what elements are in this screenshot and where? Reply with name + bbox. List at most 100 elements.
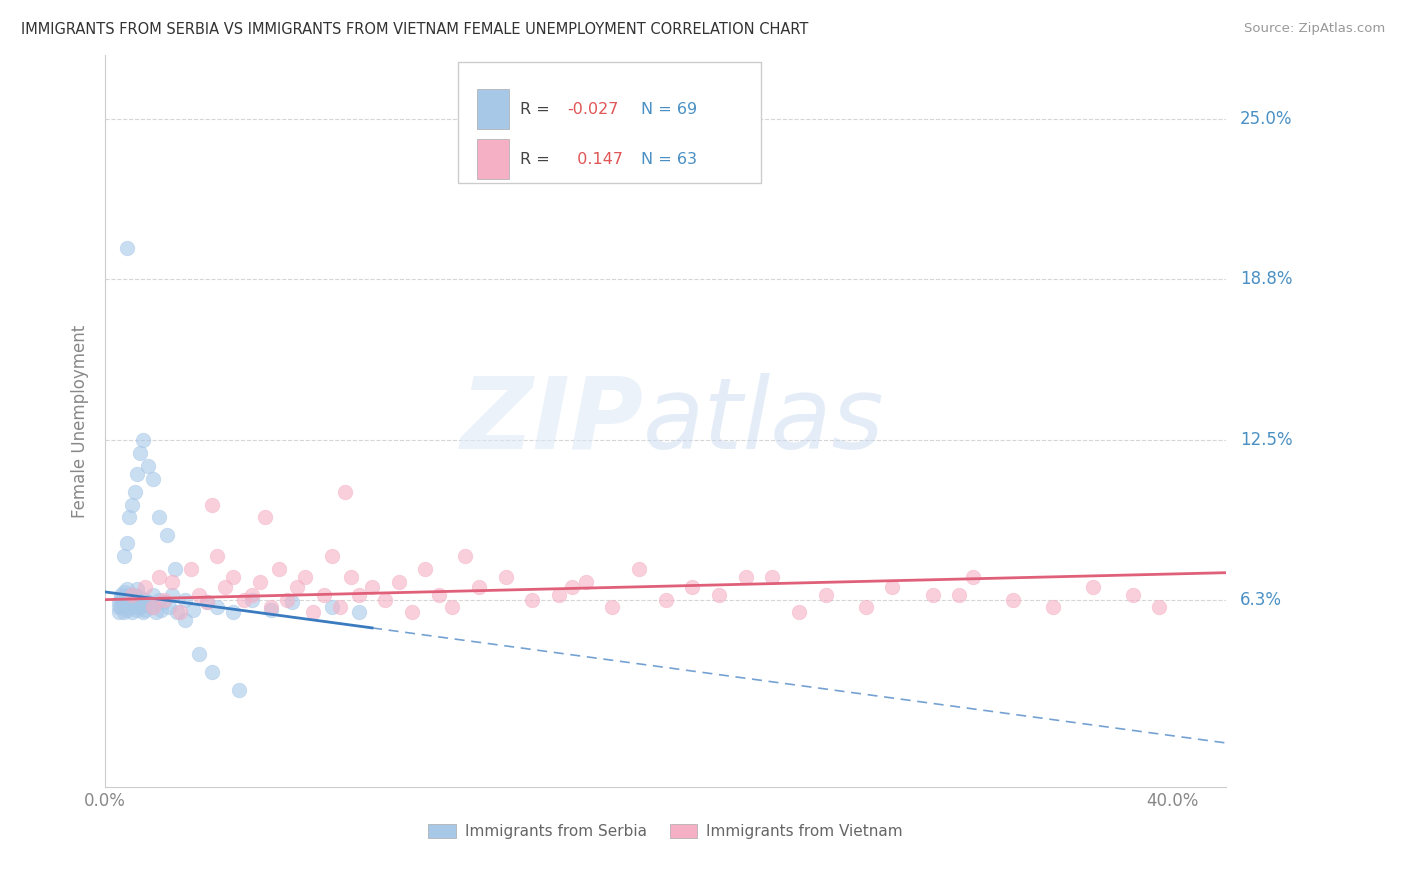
Point xyxy=(267,562,290,576)
Point xyxy=(347,587,370,601)
Point xyxy=(222,606,245,620)
Point xyxy=(150,603,173,617)
Point xyxy=(1081,580,1104,594)
Point xyxy=(118,600,141,615)
Point xyxy=(600,600,623,615)
Point xyxy=(761,569,783,583)
Point xyxy=(121,590,143,604)
Point xyxy=(233,592,256,607)
Point xyxy=(181,603,204,617)
Point xyxy=(124,484,146,499)
Point xyxy=(228,682,250,697)
Point xyxy=(441,600,464,615)
Text: R =: R = xyxy=(520,102,555,117)
Point xyxy=(454,549,477,563)
Point xyxy=(347,606,370,620)
Point xyxy=(129,446,152,460)
Point xyxy=(124,600,146,615)
Point xyxy=(207,549,229,563)
Point xyxy=(548,587,571,601)
Bar xyxy=(477,89,509,129)
Point xyxy=(163,562,186,576)
Point xyxy=(160,574,183,589)
Point xyxy=(401,606,423,620)
Point xyxy=(148,569,170,583)
Bar xyxy=(477,139,509,179)
FancyBboxPatch shape xyxy=(458,62,761,183)
Point xyxy=(131,598,153,612)
Point xyxy=(127,603,149,617)
Point xyxy=(707,587,730,601)
Point xyxy=(855,600,877,615)
Point xyxy=(574,574,596,589)
Text: 0.147: 0.147 xyxy=(567,152,623,167)
Point xyxy=(495,569,517,583)
Point xyxy=(118,592,141,607)
Point xyxy=(121,595,143,609)
Point xyxy=(180,562,202,576)
Point xyxy=(142,472,165,486)
Text: 6.3%: 6.3% xyxy=(1240,591,1282,608)
Y-axis label: Female Unemployment: Female Unemployment xyxy=(72,325,89,517)
Point xyxy=(276,592,298,607)
Point xyxy=(294,569,316,583)
Point xyxy=(136,459,159,474)
Point xyxy=(134,592,156,607)
Point xyxy=(339,569,361,583)
Point xyxy=(145,606,167,620)
Point xyxy=(121,587,143,601)
Point xyxy=(962,569,984,583)
Point xyxy=(107,595,129,609)
Point xyxy=(112,595,135,609)
Point xyxy=(1122,587,1144,601)
Point xyxy=(681,580,703,594)
Text: R =: R = xyxy=(520,152,555,167)
Point xyxy=(427,587,450,601)
Point xyxy=(374,592,396,607)
Point xyxy=(107,606,129,620)
Point xyxy=(115,603,138,617)
Point xyxy=(110,587,132,601)
Point xyxy=(121,498,143,512)
Point xyxy=(148,592,170,607)
Point xyxy=(285,580,308,594)
Point xyxy=(115,592,138,607)
Text: 12.5%: 12.5% xyxy=(1240,432,1292,450)
Point xyxy=(654,592,676,607)
Point xyxy=(468,580,491,594)
Point xyxy=(321,549,343,563)
Point xyxy=(112,585,135,599)
Point xyxy=(124,587,146,601)
Point xyxy=(110,592,132,607)
Point xyxy=(214,580,236,594)
Point xyxy=(115,536,138,550)
Point xyxy=(948,587,970,601)
Point xyxy=(112,549,135,563)
Point xyxy=(174,613,197,627)
Point xyxy=(207,600,229,615)
Point xyxy=(561,580,583,594)
Point xyxy=(201,498,224,512)
Point xyxy=(240,587,263,601)
Legend: Immigrants from Serbia, Immigrants from Vietnam: Immigrants from Serbia, Immigrants from … xyxy=(422,818,910,846)
Point xyxy=(335,484,357,499)
Point xyxy=(118,510,141,524)
Point xyxy=(302,606,325,620)
Point xyxy=(160,587,183,601)
Point xyxy=(121,606,143,620)
Point xyxy=(260,603,283,617)
Point xyxy=(142,600,165,615)
Point xyxy=(115,582,138,597)
Point xyxy=(153,592,176,607)
Point xyxy=(110,600,132,615)
Point xyxy=(139,600,162,615)
Point xyxy=(222,569,245,583)
Point xyxy=(174,592,197,607)
Point xyxy=(734,569,756,583)
Point xyxy=(127,582,149,597)
Point xyxy=(814,587,837,601)
Point xyxy=(142,587,165,601)
Point xyxy=(240,592,263,607)
Text: atlas: atlas xyxy=(643,373,884,470)
Point xyxy=(112,590,135,604)
